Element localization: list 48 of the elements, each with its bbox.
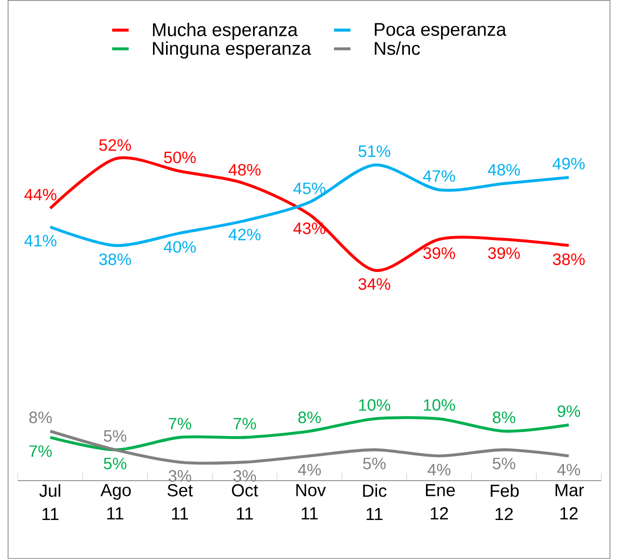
data-label: 8% [492, 412, 516, 424]
data-label: 4% [298, 464, 321, 476]
x-tick-label: Jul 11 [39, 484, 60, 520]
data-label: 10% [359, 399, 390, 411]
data-label: 10% [424, 399, 456, 411]
data-label: 41% [24, 234, 56, 246]
data-label: 40% [164, 241, 196, 253]
x-tick-label: Feb 12 [490, 484, 519, 520]
data-label: 3% [168, 470, 192, 482]
data-label: 39% [423, 247, 456, 260]
data-label: 5% [492, 458, 516, 470]
legend-label: Mucha esperanza [153, 22, 298, 40]
x-tick-label: Dic 11 [363, 484, 386, 520]
data-label: 52% [99, 139, 131, 151]
data-label: 4% [428, 464, 450, 476]
data-label: 8% [29, 412, 52, 424]
legend-label: Ns/nc [374, 41, 420, 55]
data-label: 9% [558, 405, 580, 418]
data-label: 51% [358, 146, 390, 158]
data-label: 7% [168, 418, 192, 430]
data-label: 44% [24, 188, 56, 200]
data-label: 34% [358, 278, 390, 290]
data-label: 7% [29, 445, 52, 457]
data-label: 48% [228, 164, 261, 176]
x-tick-label: Ago 11 [100, 484, 131, 520]
data-label: 5% [363, 458, 386, 470]
data-label: 8% [298, 412, 321, 424]
legend-label: Ninguna esperanza [153, 41, 312, 59]
x-tick-label: Oct 11 [232, 484, 258, 520]
legend-label: Poca esperanza [374, 23, 506, 40]
data-label: 4% [557, 464, 580, 476]
data-label: 45% [293, 182, 326, 194]
data-label: 48% [488, 164, 520, 176]
data-label: 5% [104, 430, 126, 442]
data-label: 47% [423, 170, 456, 182]
data-label: 42% [228, 228, 261, 240]
data-label: 39% [488, 247, 520, 260]
data-label: 7% [234, 418, 256, 430]
data-label: 38% [552, 254, 585, 266]
data-label: 5% [104, 458, 126, 470]
data-label: 49% [552, 158, 585, 170]
data-label: 38% [99, 254, 131, 266]
x-tick-label: Mar 12 [556, 484, 584, 520]
data-label: 50% [164, 152, 196, 164]
x-tick-label: Set 11 [168, 484, 193, 520]
x-tick-label: Nov 11 [296, 484, 326, 520]
x-tick-label: Ene 12 [426, 484, 455, 520]
data-label: 3% [233, 470, 256, 482]
